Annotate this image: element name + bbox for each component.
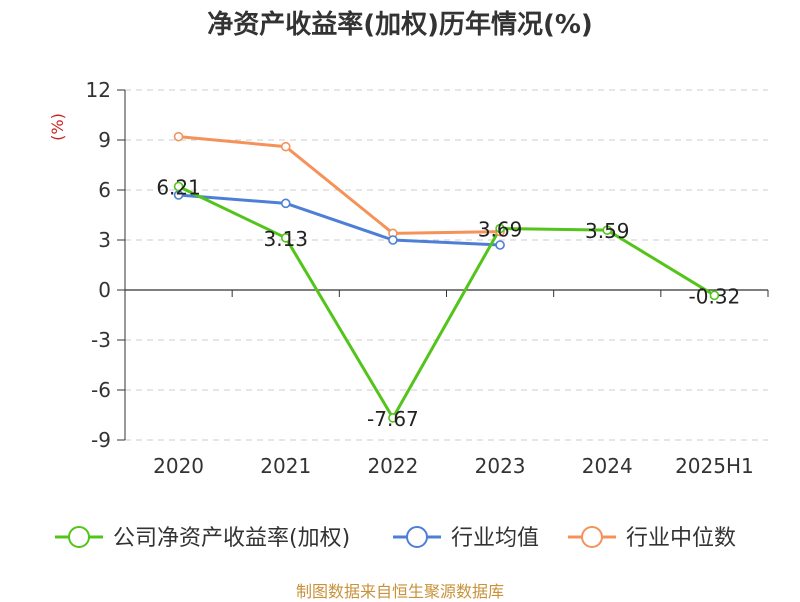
x-tick-label: 2022 xyxy=(367,454,418,478)
data-point xyxy=(280,198,291,209)
series-line xyxy=(177,185,716,420)
data-labels: 6.21 3.13 -7.67 3.69 3.59 -0.32 xyxy=(156,176,740,431)
y-tick-label: -3 xyxy=(91,328,111,352)
data-point xyxy=(495,223,505,234)
data-label: 3.59 xyxy=(585,219,630,243)
y-tick-labels: 12 9 6 3 0 -3 -6 -9 xyxy=(86,78,111,452)
data-label: -0.32 xyxy=(689,284,741,308)
y-tick-label: 6 xyxy=(98,178,111,202)
y-tick-label: 0 xyxy=(98,278,111,302)
data-point xyxy=(709,290,720,301)
x-tick-label: 2023 xyxy=(475,454,526,478)
x-tick-label: 2025H1 xyxy=(675,454,754,478)
x-tick-label: 2024 xyxy=(582,454,633,478)
data-label: 3.13 xyxy=(263,227,308,251)
y-axis-label: (%) xyxy=(48,113,67,141)
x-tick-label: 2020 xyxy=(153,454,204,478)
legend-item[interactable]: 公司净资产收益率(加权) xyxy=(55,526,350,551)
data-point xyxy=(280,141,291,152)
legend-label: 行业均值 xyxy=(451,526,539,551)
source-note: 制图数据来自恒生聚源数据库 xyxy=(295,582,504,601)
legend-item[interactable]: 行业中位数 xyxy=(568,526,736,551)
y-tick-label: 9 xyxy=(98,128,111,152)
data-point xyxy=(280,233,291,243)
x-tick-label: 2021 xyxy=(260,454,311,478)
data-point xyxy=(495,240,505,250)
y-tick-label: 12 xyxy=(86,78,111,102)
x-tick-labels: 2020 2021 2022 2023 2024 2025H1 xyxy=(153,454,754,478)
data-point xyxy=(388,413,398,423)
legend[interactable]: 公司净资产收益率(加权) 行业均值 行业中位数 xyxy=(55,526,736,551)
legend-label: 公司净资产收益率(加权) xyxy=(113,526,350,551)
legend-label: 行业中位数 xyxy=(626,526,736,551)
axes xyxy=(117,89,769,441)
data-label: -7.67 xyxy=(367,407,419,431)
legend-item[interactable]: 行业均值 xyxy=(393,526,539,551)
y-tick-label: -9 xyxy=(91,428,111,452)
y-tick-label: 3 xyxy=(98,228,111,252)
data-point xyxy=(388,235,398,245)
data-point xyxy=(602,225,613,235)
data-point xyxy=(173,181,184,192)
legend-marker xyxy=(581,526,603,548)
data-point xyxy=(173,131,184,142)
y-tick-label: -6 xyxy=(91,378,111,402)
data-label: 6.21 xyxy=(156,176,201,200)
data-label: 3.69 xyxy=(478,218,523,242)
series-line xyxy=(178,135,501,235)
chart-title: 净资产收益率(加权)历年情况(%) xyxy=(207,10,593,40)
series-lines xyxy=(177,135,716,420)
series-line xyxy=(178,193,501,247)
grid-lines xyxy=(125,89,768,441)
legend-marker xyxy=(68,526,90,548)
legend-marker xyxy=(406,526,428,548)
series-points xyxy=(173,131,720,423)
